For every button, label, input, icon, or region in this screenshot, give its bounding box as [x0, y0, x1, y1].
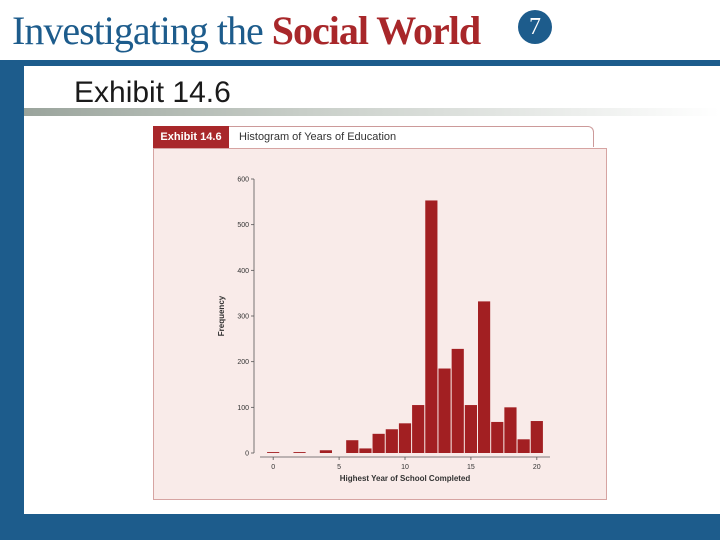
histogram-bar-4: [319, 450, 332, 453]
histogram-bar-13: [438, 368, 451, 453]
x-tick-label: 0: [271, 464, 275, 471]
histogram-bar-6: [346, 440, 359, 453]
histogram-bar-2: [293, 452, 306, 453]
x-tick-label: 5: [337, 464, 341, 471]
y-tick-label: 500: [237, 222, 249, 229]
heading-rule: [24, 108, 720, 116]
edition-badge: 7: [518, 10, 552, 44]
histogram-chart: 0 100 200 300 400 500 600 0 5 10 15 20 Frequency H…: [217, 177, 550, 483]
histogram-bar-18: [504, 407, 517, 453]
histogram-bar-12: [425, 200, 438, 453]
histogram-bar-7: [359, 448, 372, 453]
x-axis-title: Highest Year of School Completed: [340, 474, 471, 483]
book-header: Investigating the Social World 7: [0, 0, 720, 64]
y-tick-label: 600: [237, 177, 249, 184]
exhibit-tab: Exhibit 14.6: [153, 126, 229, 148]
x-ticks-group: 0 5 10 15 20: [271, 457, 541, 471]
histogram-bar-14: [451, 348, 464, 453]
caption-rule: [229, 126, 594, 147]
histogram-bar-16: [478, 301, 491, 453]
x-tick-label: 20: [533, 464, 541, 471]
y-ticks-group: 0 100 200 300 400 500 600: [237, 177, 254, 458]
exhibit-caption: Histogram of Years of Education: [239, 131, 397, 143]
header-divider-bar: [0, 60, 720, 66]
x-tick-label: 10: [401, 464, 409, 471]
y-tick-label: 0: [245, 451, 249, 458]
histogram-bar-9: [385, 429, 398, 453]
bottom-accent-bar: [0, 514, 720, 540]
histogram-bar-19: [517, 439, 530, 453]
y-tick-label: 200: [237, 359, 249, 366]
histogram-bar-11: [412, 405, 425, 453]
histogram-bar-20: [530, 421, 543, 453]
book-title-part1: Investigating the: [12, 8, 272, 53]
y-tick-label: 400: [237, 268, 249, 275]
book-title-part2: Social World: [271, 8, 481, 53]
exhibit-card: Exhibit 14.6 Histogram of Years of Educa…: [153, 126, 607, 500]
bars-group: [267, 200, 543, 453]
y-tick-label: 100: [237, 405, 249, 412]
histogram-bar-8: [372, 433, 385, 453]
left-accent-bar: [0, 66, 24, 540]
histogram-bar-15: [464, 405, 477, 453]
book-title: Investigating the Social World: [12, 4, 481, 58]
y-tick-label: 300: [237, 314, 249, 321]
chart-panel: 0 100 200 300 400 500 600 0 5 10 15 20 Frequency H…: [153, 148, 607, 500]
histogram-bar-10: [398, 423, 412, 453]
slide-heading: Exhibit 14.6: [74, 76, 231, 109]
x-tick-label: 15: [467, 464, 475, 471]
y-axis-title: Frequency: [217, 295, 226, 336]
histogram-bar-17: [491, 421, 504, 453]
histogram-bar-0: [267, 452, 280, 453]
